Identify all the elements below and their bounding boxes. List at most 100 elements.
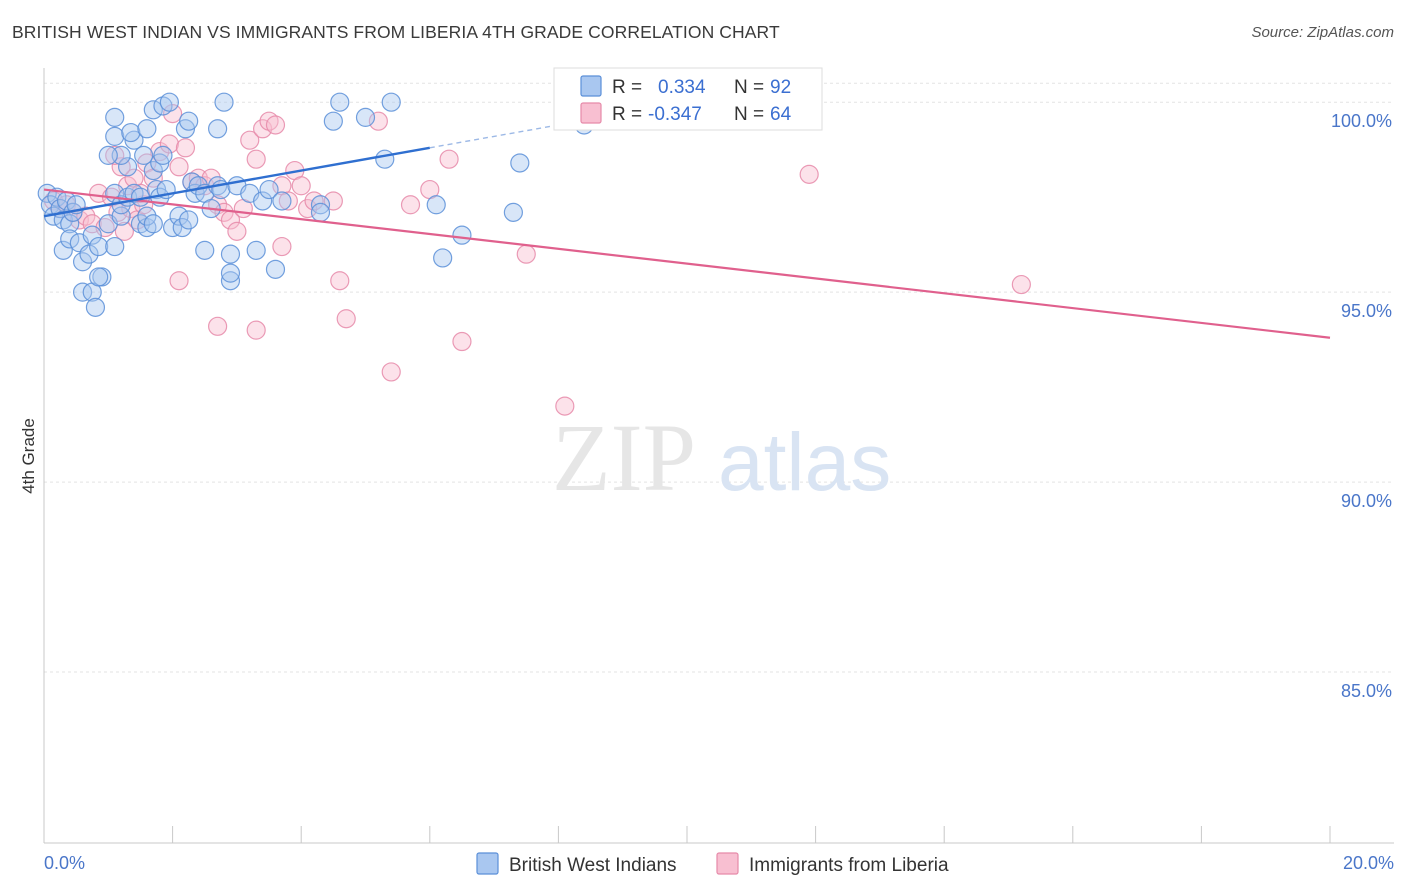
point-bwi xyxy=(117,157,138,177)
point-bwi xyxy=(253,191,273,211)
legend-n-label-1: N = xyxy=(734,77,764,98)
y-tick-label: 85.0% xyxy=(1341,681,1392,701)
x-tick-label-min: 0.0% xyxy=(44,853,85,873)
point-bwi xyxy=(143,214,163,234)
point-liberia xyxy=(246,149,266,169)
point-bwi xyxy=(60,229,80,249)
point-bwi xyxy=(220,263,241,283)
point-bwi xyxy=(163,217,183,238)
point-bwi xyxy=(208,119,228,139)
x-tick-marks xyxy=(43,826,1331,843)
point-liberia xyxy=(330,271,350,291)
point-bwi xyxy=(355,107,376,127)
point-bwi xyxy=(153,145,173,165)
point-bwi xyxy=(272,191,292,211)
y-tick-label: 100.0% xyxy=(1331,111,1392,131)
point-liberia xyxy=(298,198,318,219)
point-bwi xyxy=(195,240,215,260)
point-bwi xyxy=(137,206,157,226)
point-bwi xyxy=(40,195,61,215)
point-liberia xyxy=(159,134,179,154)
trend-line-liberia xyxy=(43,188,1331,339)
legend-n-value-2: 64 xyxy=(770,104,792,125)
gridlines xyxy=(44,82,1394,673)
point-bwi xyxy=(105,107,125,127)
point-bwi xyxy=(503,202,523,222)
point-liberia xyxy=(323,191,343,211)
bottom-legend-label-liberia: Immigrants from Liberia xyxy=(749,855,949,876)
point-bwi xyxy=(60,214,80,234)
point-liberia xyxy=(368,111,388,131)
point-bwi xyxy=(72,282,93,302)
point-liberia xyxy=(799,164,819,184)
point-liberia xyxy=(208,316,228,336)
point-liberia xyxy=(253,119,273,139)
point-bwi xyxy=(143,100,163,120)
point-bwi xyxy=(121,122,141,143)
point-bwi xyxy=(98,145,118,165)
chart-source: Source: ZipAtlas.com xyxy=(1251,24,1394,41)
watermark-zip: ZIP xyxy=(552,404,696,511)
point-bwi xyxy=(220,244,241,264)
point-liberia xyxy=(381,362,401,382)
point-bwi xyxy=(105,126,125,146)
trend-line-bwi xyxy=(43,146,431,218)
point-bwi xyxy=(72,252,93,272)
point-bwi xyxy=(323,111,343,131)
point-bwi xyxy=(381,92,401,112)
point-liberia xyxy=(169,271,189,291)
legend-n-value-1: 92 xyxy=(770,77,791,98)
point-liberia xyxy=(1011,274,1031,295)
point-liberia xyxy=(272,236,292,257)
series-liberia-points xyxy=(44,103,1031,416)
point-liberia xyxy=(291,176,311,196)
point-bwi xyxy=(134,145,154,165)
point-bwi xyxy=(172,217,192,238)
point-bwi xyxy=(179,111,199,131)
legend-r-label-1: R = xyxy=(612,77,642,98)
point-bwi xyxy=(310,202,331,222)
point-liberia xyxy=(278,191,298,211)
point-bwi xyxy=(105,236,125,257)
y-tick-labels: 85.0% 90.0% 95.0% 100.0% xyxy=(1331,111,1392,701)
point-bwi xyxy=(452,225,472,245)
chart-title: BRITISH WEST INDIAN VS IMMIGRANTS FROM L… xyxy=(12,22,780,42)
bottom-legend-swatch-liberia xyxy=(716,852,739,875)
point-bwi xyxy=(79,244,99,264)
point-liberia xyxy=(227,221,247,241)
point-liberia xyxy=(516,244,536,264)
series-legend: British West Indians Immigrants from Lib… xyxy=(476,852,949,876)
bottom-legend-swatch-bwi xyxy=(476,852,499,875)
legend-r-label-2: R = xyxy=(612,104,642,125)
point-bwi xyxy=(259,179,279,200)
watermark-atlas: atlas xyxy=(718,417,891,508)
point-liberia xyxy=(150,141,170,162)
point-bwi xyxy=(143,160,163,181)
series-bwi-points xyxy=(37,92,607,317)
point-bwi xyxy=(220,271,241,291)
y-axis-label: 4th Grade xyxy=(19,418,38,494)
point-bwi xyxy=(265,259,286,279)
point-bwi xyxy=(159,92,179,112)
legend-swatch-liberia xyxy=(580,102,602,124)
y-tick-label: 95.0% xyxy=(1341,301,1392,321)
point-bwi xyxy=(433,248,453,268)
point-bwi xyxy=(375,149,395,169)
point-bwi xyxy=(82,225,102,245)
legend-n-label-2: N = xyxy=(734,104,764,125)
point-bwi xyxy=(169,206,189,226)
point-bwi xyxy=(510,153,530,173)
point-bwi xyxy=(330,92,350,112)
point-liberia xyxy=(336,309,356,329)
point-liberia xyxy=(452,331,472,352)
point-bwi xyxy=(310,195,331,215)
legend-r-value-2: -0.347 xyxy=(648,104,702,125)
point-bwi xyxy=(37,183,57,203)
stats-legend: R = 0.334 N = 92 R = -0.347 N = 64 xyxy=(553,67,823,131)
point-liberia xyxy=(111,157,131,177)
point-liberia xyxy=(246,320,266,340)
point-liberia xyxy=(114,221,134,241)
point-bwi xyxy=(89,267,109,287)
point-liberia xyxy=(240,130,260,150)
